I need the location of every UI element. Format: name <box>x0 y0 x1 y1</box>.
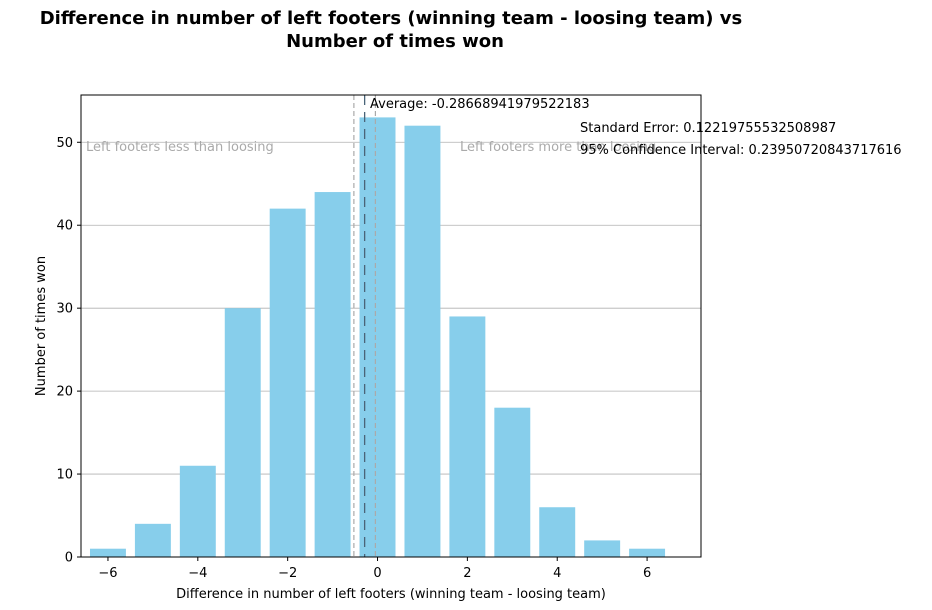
plot-frame <box>80 94 702 558</box>
bar-4 <box>269 208 306 557</box>
bar-0 <box>89 548 126 557</box>
bars <box>89 117 666 558</box>
x-tick-label-5: 4 <box>553 566 561 581</box>
bar-6 <box>359 117 396 558</box>
x-tick-label-1: −4 <box>188 566 207 581</box>
chart-title-line-2: Number of times won <box>286 31 504 52</box>
y-tick-label-1: 10 <box>56 468 73 483</box>
y-tick-label-2: 20 <box>56 385 73 400</box>
y-tick-label-4: 40 <box>56 219 73 234</box>
x-tick-label-2: −2 <box>278 566 297 581</box>
y-tick-label-0: 0 <box>65 551 73 566</box>
x-axis-label: Difference in number of left footers (wi… <box>176 587 606 602</box>
chart-title-line-1: Difference in number of left footers (wi… <box>40 8 743 29</box>
bar-8 <box>449 316 486 557</box>
x-tick-label-6: 6 <box>643 566 651 581</box>
y-axis-label: Number of times won <box>34 256 49 396</box>
bar-2 <box>179 465 216 557</box>
standard-error-label: Standard Error: 0.12219755532508987 <box>580 121 836 136</box>
average-label: Average: -0.28668941979522183 <box>370 97 590 112</box>
reference-lines <box>353 95 377 557</box>
bar-5 <box>314 192 351 558</box>
bar-3 <box>224 308 261 557</box>
x-tick-label-0: −6 <box>98 566 117 581</box>
bar-10 <box>539 507 576 557</box>
right-region-label: Left footers more than loosing <box>460 140 656 155</box>
axis-ticks: −6 −4 −2 0 2 4 6 0 10 20 30 40 50 <box>56 136 651 581</box>
annotations: Left footers less than loosing Left foot… <box>86 97 902 158</box>
bar-9 <box>494 407 531 557</box>
bar-1 <box>134 523 171 557</box>
confidence-interval-label: 95% Confidence Interval: 0.2395072084371… <box>580 143 902 158</box>
y-tick-label-3: 30 <box>56 302 73 317</box>
x-tick-label-3: 0 <box>373 566 381 581</box>
y-tick-label-5: 50 <box>56 136 73 151</box>
bar-7 <box>404 125 441 558</box>
bar-12 <box>629 548 666 557</box>
left-region-label: Left footers less than loosing <box>86 140 274 155</box>
x-tick-label-4: 2 <box>463 566 471 581</box>
bar-11 <box>584 540 621 557</box>
